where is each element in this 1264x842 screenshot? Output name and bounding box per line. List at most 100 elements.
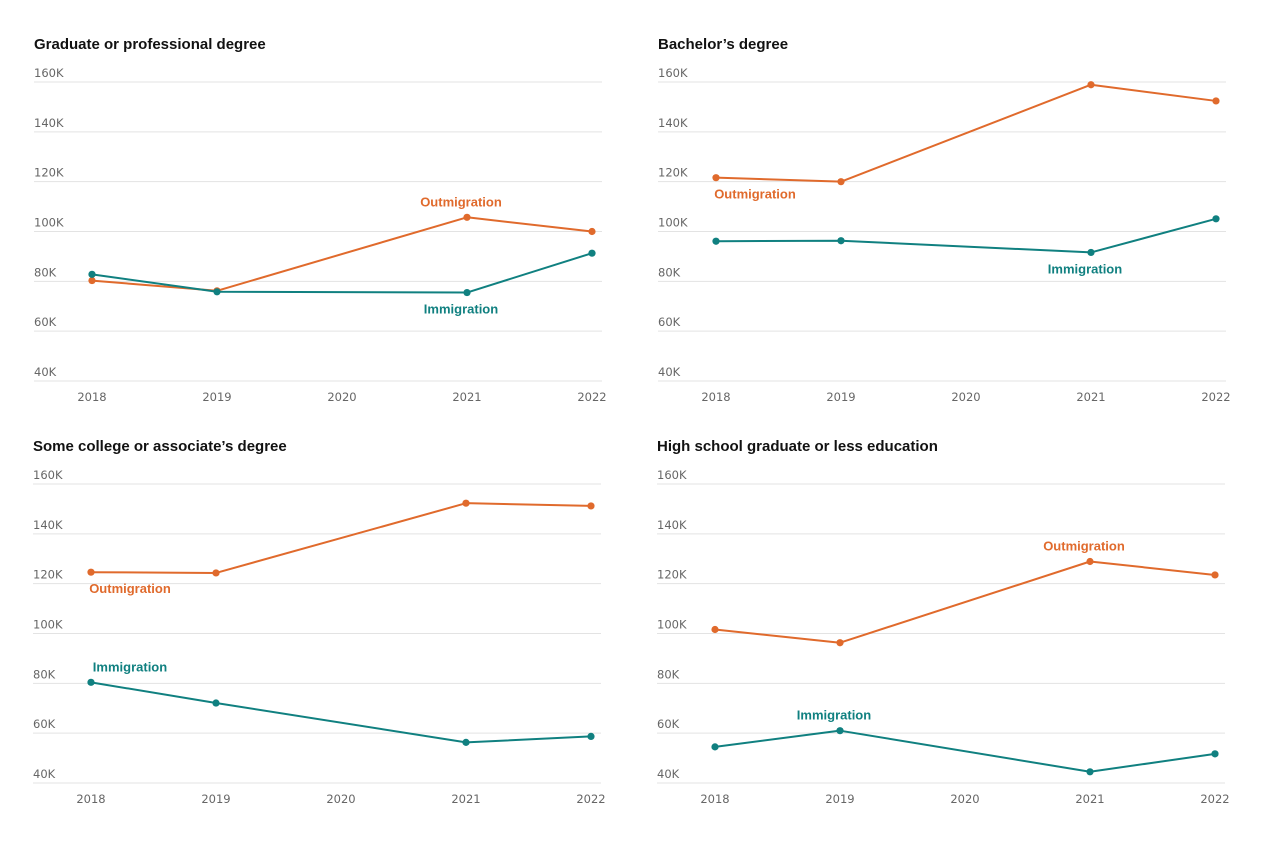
line-chart: 40K 60K 80K 100K 120K 140K 160K 2018 2019 2020 202… <box>33 468 606 806</box>
x-tick-label: 2021 <box>1076 390 1105 404</box>
y-tick-label: 60K <box>658 315 681 329</box>
y-tick-label: 80K <box>658 265 681 279</box>
data-point <box>1087 248 1095 257</box>
data-point <box>1211 571 1219 579</box>
data-point <box>88 270 96 278</box>
data-point <box>1212 215 1220 223</box>
series-line <box>91 216 593 292</box>
series-label: Immigration <box>424 302 498 317</box>
series-label: Outmigration <box>89 581 171 596</box>
series-line <box>90 681 592 744</box>
x-axis: 2018 2019 2020 2021 2022 <box>701 390 1230 404</box>
x-tick-label: 2022 <box>1200 792 1229 806</box>
y-tick-label: 60K <box>33 717 56 731</box>
x-tick-label: 2018 <box>76 792 105 806</box>
data-point <box>588 249 596 257</box>
series-outmigration: Outmigration <box>711 538 1219 647</box>
series-immigration: Immigration <box>88 249 596 317</box>
chart-panel-graduate: Graduate or professional degree 40K 60K 80… <box>34 36 634 436</box>
y-tick-label: 140K <box>657 518 687 532</box>
line-chart: 40K 60K 80K 100K 120K 140K 160K 2018 2019 2020 202… <box>657 468 1230 806</box>
series-outmigration: Outmigration <box>712 81 1220 202</box>
data-point <box>1087 81 1095 89</box>
x-tick-label: 2020 <box>326 792 355 806</box>
series-outmigration: Outmigration <box>87 499 595 596</box>
y-tick-label: 120K <box>34 166 64 180</box>
x-tick-label: 2020 <box>327 390 356 404</box>
data-point <box>462 738 470 746</box>
y-tick-label: 80K <box>33 667 56 681</box>
y-tick-label: 100K <box>34 216 64 230</box>
chart-panel-high-school: High school graduate or less education 4… <box>657 438 1257 838</box>
chart-title: High school graduate or less education <box>657 438 938 455</box>
series-label: Immigration <box>93 659 167 674</box>
data-point <box>837 237 845 245</box>
x-tick-label: 2019 <box>201 792 230 806</box>
y-tick-label: 160K <box>658 66 688 80</box>
data-point <box>463 213 471 221</box>
series-line <box>714 560 1216 644</box>
x-tick-label: 2022 <box>1201 390 1230 404</box>
x-tick-label: 2019 <box>826 390 855 404</box>
data-point <box>213 288 221 296</box>
data-point <box>711 625 719 634</box>
data-point <box>1211 750 1219 758</box>
data-point <box>1086 557 1094 566</box>
data-point <box>711 743 719 751</box>
series-outmigration: Outmigration <box>88 194 596 295</box>
data-point <box>712 174 720 182</box>
series-immigration: Immigration <box>87 659 595 746</box>
data-point <box>588 227 596 236</box>
series-line <box>715 217 1217 254</box>
chart-title: Some college or associate’s degree <box>33 438 287 455</box>
x-tick-label: 2020 <box>951 390 980 404</box>
y-tick-label: 140K <box>34 116 64 130</box>
x-tick-label: 2019 <box>202 390 231 404</box>
x-tick-label: 2022 <box>576 792 605 806</box>
y-tick-label: 140K <box>658 116 688 130</box>
x-tick-label: 2018 <box>701 390 730 404</box>
x-axis: 2018 2019 2020 2021 2022 <box>76 792 605 806</box>
x-tick-label: 2021 <box>451 792 480 806</box>
x-tick-label: 2021 <box>452 390 481 404</box>
y-tick-label: 100K <box>657 618 687 632</box>
data-point <box>87 678 95 686</box>
series-line <box>90 502 592 574</box>
x-tick-label: 2021 <box>1075 792 1104 806</box>
y-gridlines: 40K 60K 80K 100K 120K 140K 160K <box>34 66 602 382</box>
data-point <box>87 568 95 576</box>
data-point <box>88 276 96 285</box>
y-tick-label: 80K <box>34 265 57 279</box>
y-tick-label: 140K <box>33 518 63 532</box>
data-point <box>836 727 844 735</box>
series-line <box>91 252 593 294</box>
x-tick-label: 2019 <box>825 792 854 806</box>
data-point <box>462 499 470 507</box>
series-immigration: Immigration <box>712 215 1220 276</box>
series-line <box>715 83 1217 183</box>
y-tick-label: 120K <box>658 166 688 180</box>
data-point <box>1086 768 1094 776</box>
x-tick-label: 2020 <box>950 792 979 806</box>
series-label: Immigration <box>797 708 871 723</box>
data-point <box>212 699 220 707</box>
data-point <box>463 288 471 297</box>
data-point <box>836 639 844 647</box>
y-tick-label: 40K <box>657 767 680 781</box>
data-point <box>212 569 220 577</box>
chart-title: Graduate or professional degree <box>34 36 266 53</box>
y-tick-label: 160K <box>34 66 64 80</box>
series-label: Outmigration <box>1043 538 1125 553</box>
y-tick-label: 100K <box>658 216 688 230</box>
x-axis: 2018 2019 2020 2021 2022 <box>700 792 1229 806</box>
series-immigration: Immigration <box>711 708 1219 776</box>
chart-title: Bachelor’s degree <box>658 36 789 53</box>
chart-panel-some-college: Some college or associate’s degree 40K 60… <box>33 438 633 838</box>
series-label: Immigration <box>1048 261 1122 276</box>
x-tick-label: 2018 <box>77 390 106 404</box>
y-gridlines: 40K 60K 80K 100K 120K 140K 160K <box>657 468 1225 784</box>
y-gridlines: 40K 60K 80K 100K 120K 140K 160K <box>33 468 601 784</box>
x-axis: 2018 2019 2020 2021 2022 <box>77 390 606 404</box>
x-tick-label: 2022 <box>577 390 606 404</box>
